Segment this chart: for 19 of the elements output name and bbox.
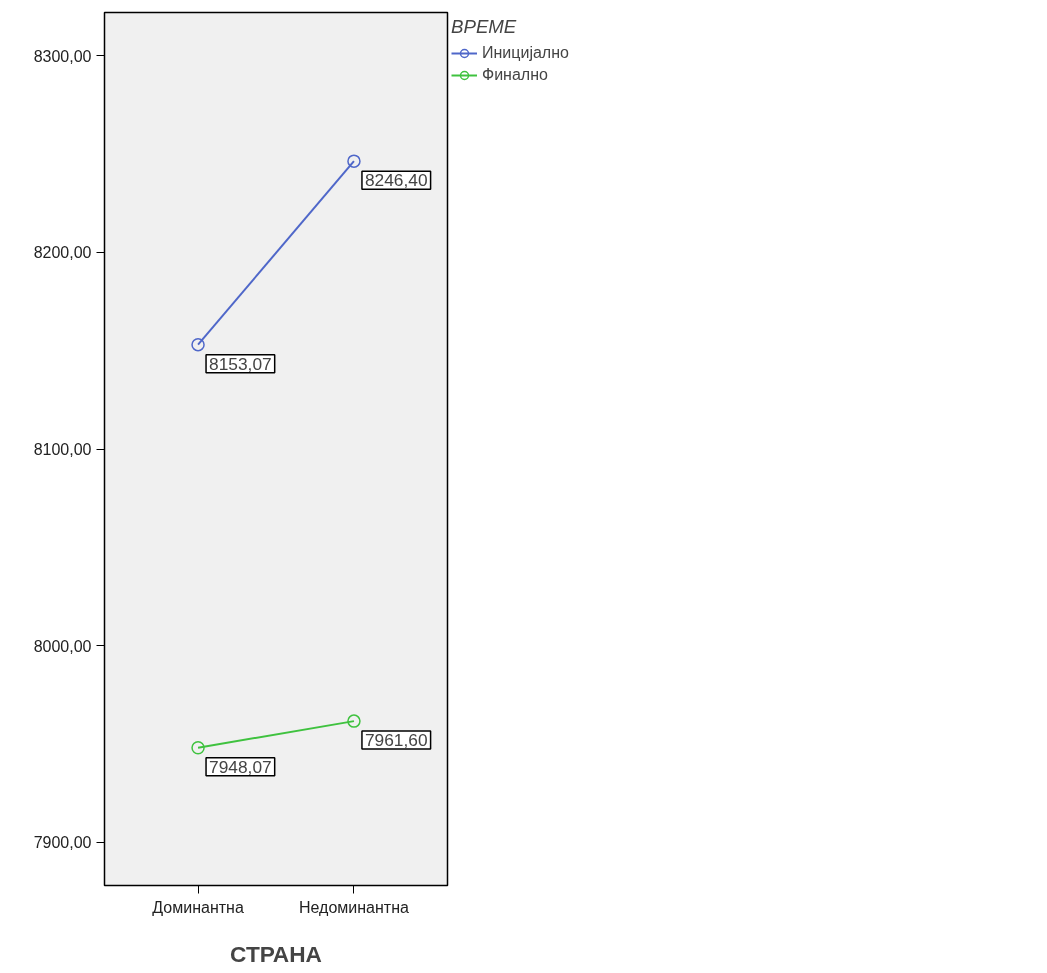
data-label: 8246,40: [364, 170, 428, 191]
point: [347, 714, 361, 728]
y-tick-label: 8100,00: [33, 441, 92, 458]
y-tick-label: 8200,00: [33, 244, 92, 262]
x-axis-title: СТРАНА: [230, 940, 322, 967]
point: [347, 154, 361, 168]
point: [191, 337, 205, 352]
legend-label: Финално: [482, 66, 548, 84]
y-tick-label: 8300,00: [33, 47, 92, 65]
legend-title: ВРЕМЕ: [451, 16, 518, 38]
data-label: 7961,60: [364, 730, 428, 751]
data-label: 8153,07: [209, 353, 272, 374]
data-label: 7948,07: [209, 756, 272, 777]
y-tick-label: 8000,00: [33, 637, 92, 655]
x-tick-label: Доминантна: [152, 898, 244, 916]
point: [191, 740, 205, 755]
legend-label: Иницијално: [482, 44, 569, 62]
y-tick-label: 7900,00: [33, 834, 92, 852]
x-tick-label: Недоминантна: [299, 898, 410, 916]
